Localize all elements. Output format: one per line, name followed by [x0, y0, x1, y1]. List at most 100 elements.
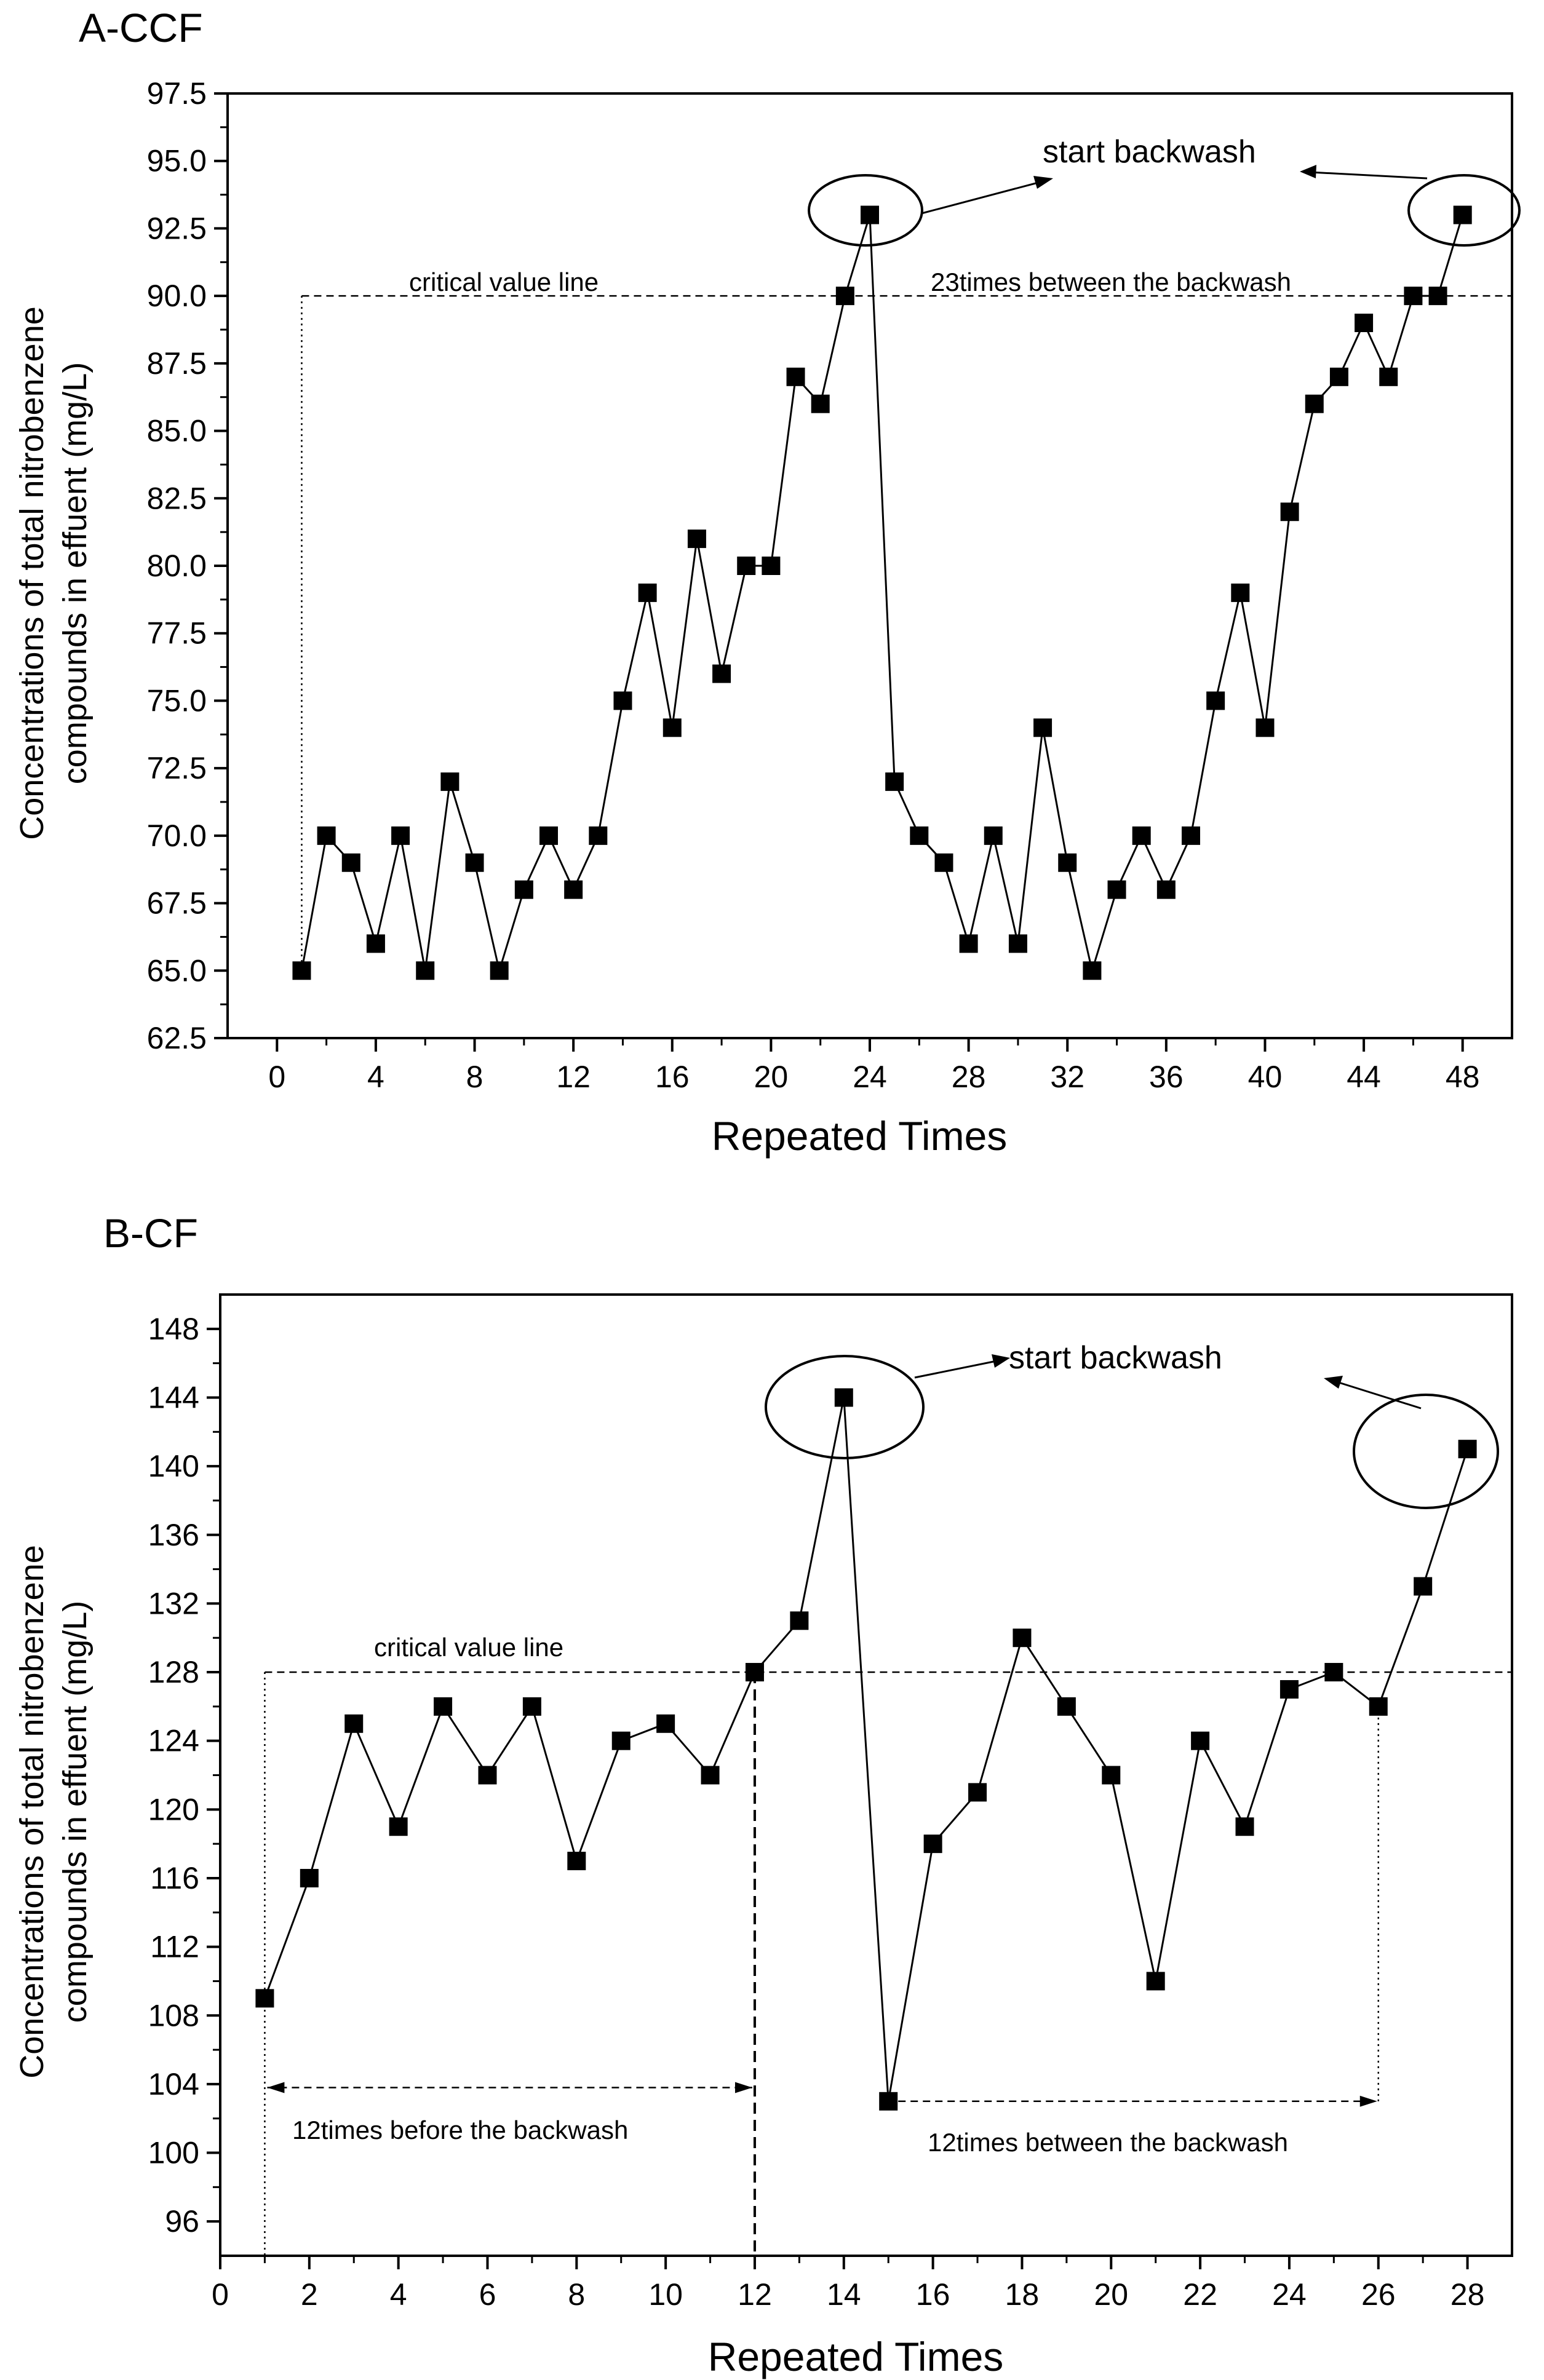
panel-b-markers	[255, 1388, 1477, 2111]
panel-b-y-tick-label-12: 144	[148, 1380, 199, 1414]
panel-b-y-tick-label-3: 108	[148, 1998, 199, 2033]
panel-a-data-point-46	[1404, 287, 1423, 306]
panel-a-data-point-35	[1132, 826, 1151, 845]
panel-b-x-tick-label-9: 18	[1005, 2277, 1040, 2312]
panel-b-series-line	[263, 1397, 1469, 2102]
panel-a-data-point-15	[638, 583, 657, 602]
panel-a-data-point-37	[1182, 826, 1200, 845]
panel-b-y-tick-label-7: 124	[148, 1724, 199, 1758]
panel-a-y-axis-title-line1: Concentrations of total nitrobenzene	[14, 306, 50, 840]
panel-a-x-tick-label-10: 40	[1248, 1060, 1283, 1094]
panel-b-data-point-13	[790, 1611, 809, 1630]
panel-b-data-point-20	[1102, 1766, 1121, 1785]
panel-a-x-tick-label-7: 28	[952, 1060, 986, 1094]
panel-b-data-point-27	[1414, 1577, 1433, 1596]
panel-a-x-tick-label-9: 36	[1149, 1060, 1184, 1094]
panel-b-x-axis-title: Repeated Times	[708, 2334, 1004, 2379]
panel-b-data-point-25	[1324, 1663, 1343, 1682]
panel-a-ellipse-1	[808, 174, 923, 247]
panel-b-before-arrowhead-right	[734, 2082, 752, 2093]
panel-a-data-point-16	[663, 718, 682, 737]
panel-b-y-ticks: 96 100 104 108 112 116 120 124 128 132 136 140 144 14…	[148, 1312, 220, 2239]
panel-a-data-point-33	[1083, 961, 1102, 980]
panel-b-y-axis-title-line1: Concentrations of total nitrobenzene	[14, 1545, 50, 2079]
panel-a-y-ticks: 62.5 65.0 67.5 70.0 72.5 75.0 77.5 80.0 82.5 85.0…	[147, 76, 228, 1055]
panel-b-y-tick-label-10: 136	[148, 1518, 199, 1552]
panel-b-x-tick-label-8: 16	[916, 2277, 950, 2312]
panel-a-chart: A-CCF 62.565.067.570.072.575.077.580.082…	[14, 5, 1521, 1159]
panel-a-data-point-30	[1008, 934, 1027, 953]
panel-a-data-point-26	[910, 826, 929, 845]
panel-b-data-point-10	[656, 1714, 675, 1733]
panel-b-x-tick-label-12: 24	[1272, 2277, 1307, 2312]
panel-b-y-tick-label-5: 116	[150, 1861, 199, 1895]
panel-a-y-tick-label-3: 70.0	[147, 819, 207, 853]
panel-b-y-tick-label-11: 140	[148, 1449, 199, 1483]
panel-b-x-tick-label-1: 2	[301, 2277, 318, 2312]
panel-a-data-point-41	[1280, 502, 1299, 522]
panel-a-y-tick-label-8: 82.5	[147, 481, 207, 515]
panel-a-data-point-18	[712, 664, 731, 683]
panel-a-x-tick-label-6: 24	[853, 1060, 887, 1094]
panel-a-y-tick-label-2: 67.5	[147, 886, 207, 921]
panel-a-y-tick-label-4: 72.5	[147, 751, 207, 785]
panel-a-data-point-19	[737, 557, 756, 575]
panel-a-arrow-2	[1310, 171, 1428, 180]
panel-a-data-point-12	[564, 880, 583, 899]
panel-b-y-tick-label-1: 100	[148, 2136, 199, 2170]
panel-b-data-point-8	[567, 1852, 586, 1871]
panel-a-data-point-21	[786, 367, 805, 386]
panel-a-data-point-48	[1453, 205, 1472, 224]
panel-b-data-point-17	[968, 1783, 987, 1802]
panel-b-data-point-12	[745, 1663, 764, 1682]
panel-b-data-point-24	[1279, 1680, 1299, 1699]
panel-a-y-tick-label-5: 75.0	[147, 683, 207, 718]
panel-b-title: B-CF	[103, 1210, 198, 1256]
panel-a-interval-label: 23times between the backwash	[931, 268, 1291, 296]
panel-a-data-point-29	[984, 826, 1003, 845]
panel-b-arrow-2	[1334, 1380, 1422, 1410]
panel-b-data-point-16	[923, 1835, 942, 1854]
panel-b-data-point-5	[434, 1697, 453, 1716]
panel-a-x-tick-label-2: 8	[466, 1060, 483, 1094]
panel-a-arrow-1	[921, 180, 1043, 215]
panel-a-y-tick-label-10: 87.5	[147, 346, 207, 381]
panel-a-data-point-23	[835, 287, 854, 306]
panel-b-x-tick-label-6: 12	[738, 2277, 772, 2312]
panel-a-data-point-3	[341, 853, 360, 872]
panel-a-data-point-10	[514, 880, 533, 899]
panel-a-y-tick-label-11: 90.0	[147, 279, 207, 313]
panel-b-y-tick-label-4: 112	[150, 1930, 199, 1964]
panel-b-data-point-9	[611, 1731, 631, 1750]
panel-a-backwash-label: start backwash	[1043, 134, 1256, 170]
panel-b-x-tick-label-14: 28	[1450, 2277, 1485, 2312]
panel-a-data-point-44	[1355, 314, 1374, 333]
panel-a-data-point-32	[1058, 853, 1077, 872]
panel-b-data-point-7	[522, 1697, 541, 1716]
panel-a-x-tick-label-3: 12	[556, 1060, 591, 1094]
panel-b-x-tick-label-4: 8	[568, 2277, 585, 2312]
panel-a-title: A-CCF	[79, 5, 203, 50]
panel-a-x-ticks: 0 4 8 12 16 20 24 28 32 36 40 44 48	[268, 1038, 1480, 1094]
panel-b-y-axis-title-line2: compounds in effuent (mg/L)	[57, 1601, 94, 2023]
panel-b-critical-label: critical value line	[374, 1633, 563, 1662]
panel-a-data-point-40	[1255, 718, 1275, 737]
panel-a-arrowhead-1	[1033, 176, 1053, 189]
panel-b-before-label: 12times before the backwash	[292, 2116, 628, 2144]
panel-a-data-point-28	[959, 934, 978, 953]
panel-a-data-point-31	[1033, 718, 1053, 737]
panel-b-x-tick-label-13: 26	[1361, 2277, 1396, 2312]
panel-a-data-point-2	[317, 826, 336, 845]
panel-a-data-point-34	[1107, 880, 1126, 899]
panel-a-y-tick-label-9: 85.0	[147, 414, 207, 448]
panel-a-data-point-7	[440, 772, 460, 791]
panel-b-data-point-22	[1191, 1731, 1210, 1750]
panel-a-x-tick-label-12: 48	[1446, 1060, 1480, 1094]
panel-a-data-point-47	[1428, 287, 1447, 306]
panel-b-data-point-15	[879, 2092, 898, 2111]
panel-a-data-point-14	[613, 691, 632, 710]
panel-b-data-point-11	[701, 1766, 720, 1785]
panel-b-data-point-1	[255, 1989, 274, 2008]
panel-a-x-tick-label-0: 0	[268, 1060, 285, 1094]
panel-b-data-point-3	[344, 1714, 364, 1733]
